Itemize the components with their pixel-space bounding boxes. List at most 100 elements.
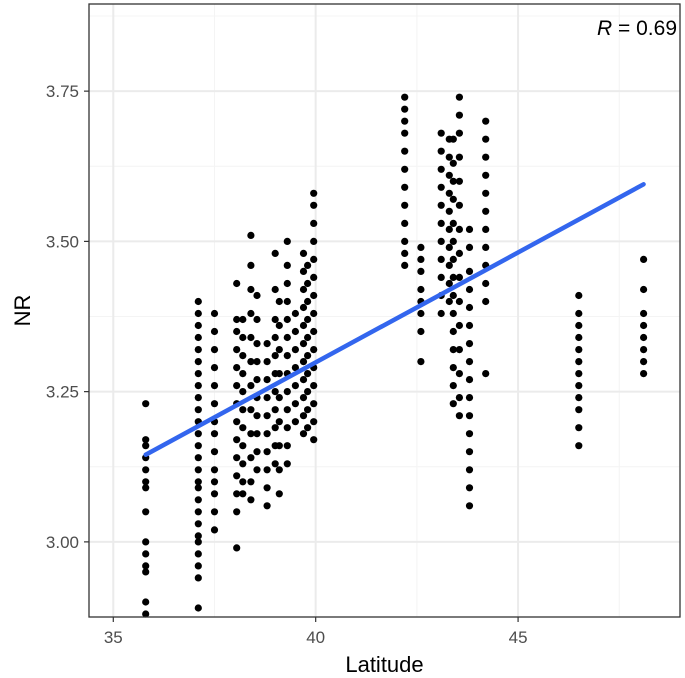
data-point — [310, 382, 318, 390]
data-point — [575, 394, 583, 402]
data-point — [401, 165, 409, 173]
data-point — [247, 430, 255, 438]
data-point — [401, 147, 409, 155]
data-point — [465, 466, 474, 474]
data-point — [449, 291, 457, 300]
data-point — [194, 520, 202, 528]
data-point — [401, 129, 409, 137]
data-point — [417, 358, 425, 366]
data-point — [449, 177, 457, 185]
data-point — [640, 346, 648, 354]
data-point — [437, 201, 445, 209]
data-point — [575, 309, 583, 318]
data-point — [210, 382, 219, 390]
data-point — [575, 406, 583, 414]
data-point — [210, 346, 219, 354]
data-point — [465, 303, 474, 312]
data-point — [194, 382, 202, 390]
data-point — [275, 297, 283, 306]
data-point — [239, 478, 247, 486]
data-point — [253, 315, 261, 324]
data-point — [465, 321, 474, 330]
data-point — [482, 225, 490, 233]
data-point — [275, 370, 283, 378]
data-point — [233, 472, 241, 480]
data-point — [263, 412, 271, 420]
data-point — [401, 183, 409, 191]
data-point — [194, 442, 202, 450]
data-point — [640, 321, 648, 330]
data-point — [417, 255, 425, 263]
data-point — [465, 484, 474, 492]
data-point — [304, 352, 312, 360]
data-point — [194, 370, 202, 378]
data-point — [194, 346, 202, 354]
data-point — [417, 267, 425, 275]
data-point — [575, 358, 583, 366]
data-point — [142, 466, 150, 474]
data-point — [194, 358, 202, 366]
data-point — [310, 436, 318, 444]
data-point — [455, 153, 463, 161]
data-point — [482, 189, 490, 197]
data-point — [247, 454, 255, 462]
data-point — [445, 297, 453, 306]
x-tick-label: 45 — [509, 628, 528, 647]
data-point — [233, 544, 241, 552]
data-point — [455, 249, 463, 257]
data-point — [445, 171, 453, 179]
y-axis-title: NR — [10, 295, 35, 327]
data-point — [194, 333, 202, 342]
y-axis-ticks: 3.00 3.25 3.50 3.75 — [46, 82, 89, 552]
data-point — [304, 424, 312, 432]
data-point — [210, 466, 219, 474]
panel-background — [89, 4, 680, 617]
data-point — [263, 484, 271, 492]
data-point — [482, 117, 490, 125]
data-point — [575, 291, 583, 300]
data-point — [575, 346, 583, 354]
data-point — [465, 448, 474, 456]
data-point — [449, 237, 457, 245]
data-point — [275, 418, 283, 426]
data-point — [247, 261, 255, 269]
data-point — [263, 502, 271, 510]
data-point — [310, 273, 318, 281]
data-point — [239, 315, 247, 324]
data-point — [304, 370, 312, 378]
data-point — [482, 279, 490, 288]
data-point — [465, 225, 474, 233]
data-point — [210, 364, 219, 372]
data-point — [310, 237, 318, 245]
data-point — [437, 165, 445, 173]
data-point — [239, 388, 247, 396]
data-point — [210, 430, 219, 438]
data-point — [640, 309, 648, 318]
x-tick-label: 35 — [104, 628, 123, 647]
data-point — [575, 370, 583, 378]
data-point — [210, 400, 219, 408]
data-point — [239, 424, 247, 432]
data-point — [283, 352, 291, 360]
data-point — [291, 346, 299, 354]
data-point — [449, 135, 457, 143]
data-point — [210, 526, 219, 534]
data-point — [210, 478, 219, 486]
data-point — [401, 249, 409, 257]
data-point — [299, 340, 308, 348]
data-point — [210, 508, 219, 516]
data-point — [283, 261, 291, 269]
data-point — [417, 327, 425, 336]
data-point — [271, 285, 279, 294]
data-point — [283, 442, 291, 450]
data-point — [465, 412, 474, 420]
data-point — [465, 267, 474, 275]
data-point — [445, 153, 453, 161]
data-point — [247, 285, 255, 294]
data-point — [283, 388, 291, 396]
data-point — [233, 346, 241, 354]
data-point — [455, 129, 463, 137]
data-point — [283, 279, 291, 288]
correlation-symbol: R — [597, 17, 612, 40]
data-point — [445, 189, 453, 197]
